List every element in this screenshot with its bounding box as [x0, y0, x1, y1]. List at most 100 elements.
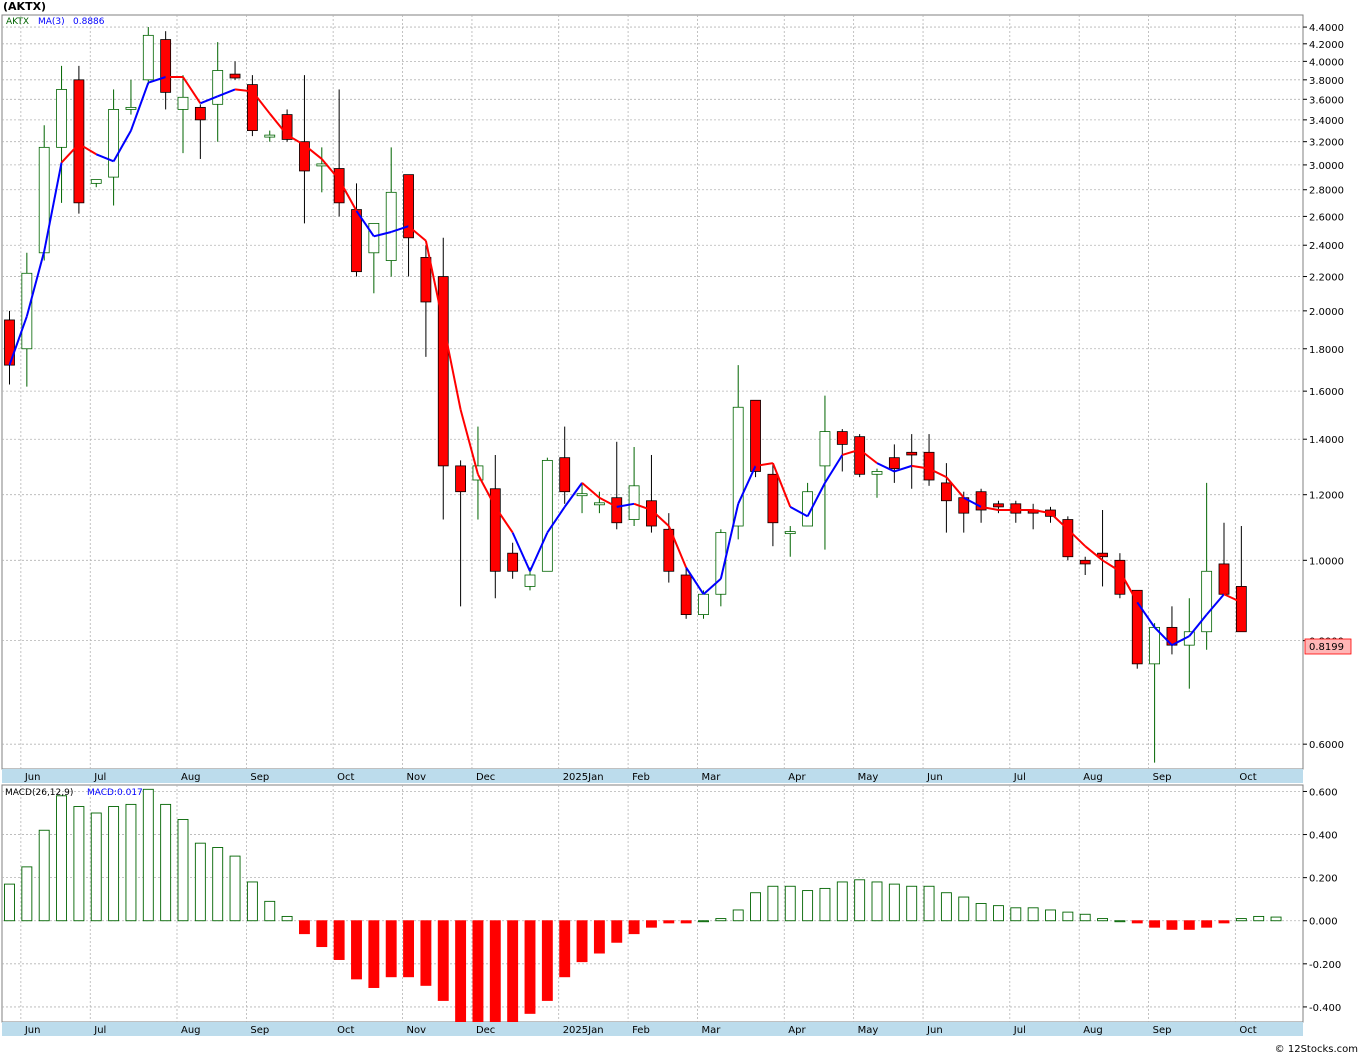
candle-down: [281, 114, 293, 140]
candle-down: [1079, 559, 1091, 565]
macd-bar-negative: [1218, 920, 1230, 924]
candle-down: [993, 503, 1004, 508]
macd-bar-positive: [56, 795, 67, 922]
macd-bar-negative: [541, 920, 553, 1001]
macd-bar-positive: [73, 806, 85, 922]
macd-bar-positive: [1062, 911, 1074, 922]
date-label: Feb: [632, 1025, 650, 1036]
candle-up: [108, 109, 119, 178]
macd-bar-positive: [1253, 915, 1265, 922]
candle-down: [403, 174, 414, 239]
date-label: Aug: [1083, 772, 1103, 783]
date-label: Sep: [1153, 1025, 1172, 1036]
date-label: Oct: [1239, 772, 1256, 783]
macd-bar-positive: [177, 819, 189, 922]
macd-bar-positive: [108, 806, 120, 922]
macd-bar-positive: [4, 883, 15, 922]
ma-segment: [911, 464, 930, 470]
ma-segment: [43, 162, 63, 252]
ma-segment: [511, 532, 531, 572]
candle-down: [489, 488, 501, 572]
candle-up: [1149, 626, 1160, 665]
date-label: Nov: [407, 1025, 427, 1036]
ma-segment: [234, 88, 253, 93]
date-label: Aug: [181, 772, 201, 783]
macd-bar-negative: [663, 920, 675, 924]
macd-bar-positive: [229, 855, 241, 922]
ma-segment: [1119, 570, 1139, 603]
ma-segment: [1188, 613, 1208, 637]
price-ytick-label: 1.0000: [1309, 556, 1344, 567]
price-ytick-label: 3.6000: [1309, 95, 1344, 106]
ma-segment: [390, 225, 409, 233]
candle-down: [611, 497, 623, 524]
chart-title: (AKTX): [3, 0, 46, 13]
candle-down: [437, 276, 449, 467]
candle-down: [923, 451, 935, 481]
candle-down: [351, 209, 362, 273]
last-price-tag: [1304, 638, 1352, 655]
candle-up: [368, 223, 380, 254]
ma-segment: [598, 496, 618, 508]
date-label: Sep: [1153, 772, 1172, 783]
candle-up: [541, 459, 553, 572]
ma-segment: [268, 112, 288, 136]
date-label: May: [858, 772, 879, 783]
ma-segment: [876, 462, 895, 473]
candle-up: [698, 593, 709, 615]
ma-segment: [755, 462, 774, 467]
macd-bar-negative: [1183, 920, 1195, 930]
date-label: Feb: [632, 772, 650, 783]
ma-segment: [25, 251, 46, 317]
price-ytick-label: 4.2000: [1309, 40, 1344, 51]
macd-bar-positive: [142, 788, 154, 922]
date-label: May: [858, 1025, 879, 1036]
candle-down: [941, 482, 952, 502]
date-label: Jul: [93, 1025, 106, 1036]
candle-up: [715, 532, 727, 595]
ma-segment: [1171, 635, 1190, 647]
date-label: Dec: [476, 772, 495, 783]
ma-segment: [650, 509, 670, 527]
macd-bar-positive: [1270, 916, 1282, 922]
ma-segment: [130, 82, 150, 131]
macd-bar-positive: [1114, 920, 1126, 923]
price-ytick-label: 2.4000: [1309, 241, 1344, 252]
macd-ytick-label: 0.600: [1309, 787, 1338, 798]
macd-bar-positive: [750, 892, 761, 922]
date-label: Jul: [1013, 1025, 1026, 1036]
macd-bar-positive: [923, 885, 935, 922]
macd-bar-positive: [784, 885, 796, 922]
macd-bar-negative: [593, 920, 605, 954]
candle-up: [21, 272, 33, 350]
date-label: Apr: [788, 1025, 806, 1036]
macd-bar-positive: [836, 881, 848, 922]
macd-bar-negative: [507, 920, 519, 1023]
ma-segment: [217, 88, 236, 98]
ma-segment: [286, 134, 305, 146]
macd-bar-positive: [732, 909, 744, 922]
date-label: Jun: [926, 772, 943, 783]
price-ytick-label: 3.0000: [1309, 161, 1344, 172]
price-ytick-label: 3.8000: [1309, 76, 1344, 87]
macd-ytick-label: -0.200: [1309, 960, 1341, 971]
ma-segment: [529, 532, 549, 572]
ma-segment: [459, 409, 479, 475]
date-label: Jun: [24, 1025, 41, 1036]
candle-down: [507, 552, 519, 572]
candle-down: [888, 457, 900, 470]
ma-segment: [737, 465, 757, 505]
ma-segment: [1102, 559, 1121, 573]
candle-down: [194, 106, 206, 121]
candle-down: [420, 257, 432, 303]
ma-segment: [407, 225, 427, 242]
price-ytick-label: 2.8000: [1309, 186, 1344, 197]
candle-up: [125, 106, 137, 110]
candle-up: [90, 179, 102, 184]
candle-up: [594, 502, 605, 506]
price-ytick-label: 1.2000: [1309, 491, 1344, 502]
candle-down: [1114, 559, 1126, 595]
candle-down: [1010, 503, 1022, 514]
candle-up: [576, 493, 588, 497]
date-label: Jul: [93, 772, 106, 783]
